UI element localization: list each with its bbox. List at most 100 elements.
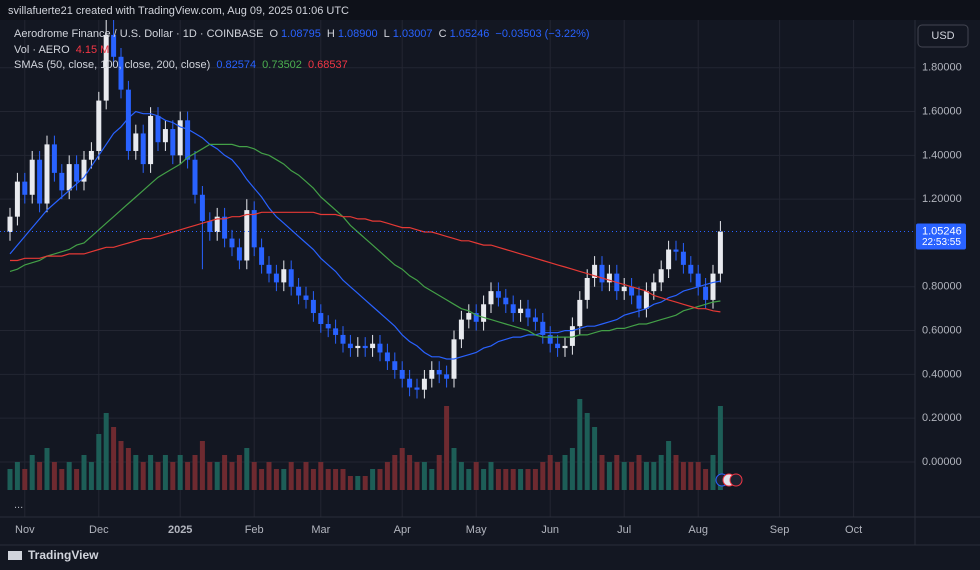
volume-bar <box>547 455 553 490</box>
volume-bar <box>244 448 250 490</box>
candle-body <box>37 159 43 204</box>
volume-bar <box>273 469 279 490</box>
volume-bar <box>192 455 198 490</box>
candle-body <box>244 210 250 261</box>
candle-body <box>488 291 494 305</box>
volume-bar <box>81 455 87 490</box>
volume-bar <box>51 462 57 490</box>
volume-bar <box>125 448 131 490</box>
volume-bar <box>429 469 435 490</box>
c-label: C <box>438 28 447 40</box>
volume-bar <box>214 462 220 490</box>
volume-bar <box>458 462 464 490</box>
currency-button[interactable] <box>917 24 969 48</box>
volume-bar <box>695 462 701 490</box>
x-tick-label: Sep <box>770 524 790 536</box>
logo <box>8 551 22 560</box>
volume-bar <box>325 469 331 490</box>
volume-bar <box>229 462 235 490</box>
volume-bar <box>636 455 642 490</box>
volume-bar <box>703 469 709 490</box>
candle-body <box>503 297 509 305</box>
candle-body <box>14 181 20 217</box>
volume-bar <box>481 469 487 490</box>
volume-bar <box>22 469 28 490</box>
volume-bar <box>555 462 561 490</box>
candle-body <box>96 100 102 151</box>
volume-bar <box>651 462 657 490</box>
volume-bar <box>111 427 117 490</box>
volume-bar <box>44 448 50 490</box>
candle-body <box>51 144 57 173</box>
volume-bar <box>710 455 716 490</box>
volume-bar <box>318 462 324 490</box>
volume-bar <box>525 469 531 490</box>
volume-bar <box>236 455 242 490</box>
volume-bar <box>444 406 450 490</box>
flag-icons <box>715 473 743 487</box>
volume-bar <box>333 469 339 490</box>
candle-body <box>281 269 287 283</box>
currency[interactable]: USD <box>931 30 954 42</box>
candle-body <box>251 210 257 248</box>
candle-body <box>148 115 154 165</box>
sma-line <box>9 110 721 360</box>
volume-bar <box>540 462 546 490</box>
volume-bar <box>29 455 35 490</box>
candle-body <box>429 369 435 379</box>
candle-body <box>155 115 161 143</box>
top-bar <box>0 0 980 20</box>
volume-bar <box>392 455 398 490</box>
candle-body <box>266 264 272 274</box>
sma-line <box>10 211 721 313</box>
candle-body <box>717 231 723 274</box>
volume-bar <box>666 441 672 490</box>
volume-bar <box>414 462 420 490</box>
y-tick-label: 1.60000 <box>922 105 962 117</box>
candle-body <box>518 308 524 314</box>
l-value: 1.03007 <box>392 28 433 40</box>
candle-body <box>370 343 376 349</box>
vol-value: 4.15 M <box>75 44 110 56</box>
candle-body <box>407 378 413 388</box>
candle-body <box>606 273 612 283</box>
candle-body <box>222 216 228 239</box>
candle-body <box>384 352 390 362</box>
y-tick-label: 0.60000 <box>922 324 962 336</box>
volume-bar <box>170 462 176 490</box>
volume-bar <box>629 462 635 490</box>
candle-body <box>592 264 598 278</box>
candle-body <box>392 361 398 370</box>
candle-body <box>577 299 583 327</box>
candle-body <box>59 172 65 191</box>
volume-bar <box>451 448 457 490</box>
volume-bar <box>37 462 43 490</box>
volume-bar <box>310 469 316 490</box>
sma-value: 0.68537 <box>307 59 348 71</box>
volume-bar <box>680 462 686 490</box>
candle-body <box>495 291 501 298</box>
volume-bar <box>518 469 524 490</box>
countdown: 22:53:55 <box>922 237 961 248</box>
volume-bar <box>133 455 139 490</box>
sma-label: SMAs (50, close, 100, close, 200, close) <box>14 59 211 71</box>
candle-body <box>695 273 701 287</box>
volume-bar <box>688 462 694 490</box>
x-tick-label: Aug <box>688 524 708 536</box>
more[interactable]: ... <box>14 499 23 511</box>
volume-bar <box>118 441 124 490</box>
y-tick-label: 0.80000 <box>922 281 962 293</box>
created-note: svillafuerte21 created with TradingView.… <box>8 5 349 17</box>
candle-body <box>510 304 516 314</box>
volume-bar <box>532 469 538 490</box>
volume-bar <box>281 469 287 490</box>
candle-body <box>288 269 294 287</box>
candle-body <box>177 120 183 156</box>
candle-body <box>310 299 316 314</box>
y-tick-label: 1.20000 <box>922 193 962 205</box>
volume-bar <box>592 427 598 490</box>
x-tick-label: May <box>466 524 487 536</box>
candle-body <box>444 374 450 379</box>
candle-body <box>66 164 72 191</box>
